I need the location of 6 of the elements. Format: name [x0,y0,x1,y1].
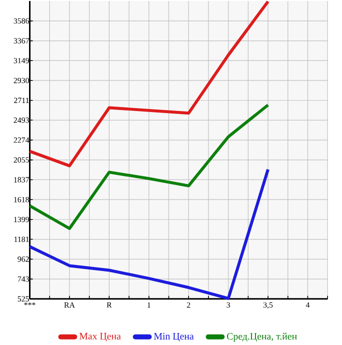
line-series [28,104,270,230]
legend-label: Min Цена [154,332,194,342]
line-series [28,168,270,300]
legend-label: Max Цена [79,332,121,342]
line-series [28,0,270,168]
legend-label: Сред.Цена, т.йен [226,332,297,342]
